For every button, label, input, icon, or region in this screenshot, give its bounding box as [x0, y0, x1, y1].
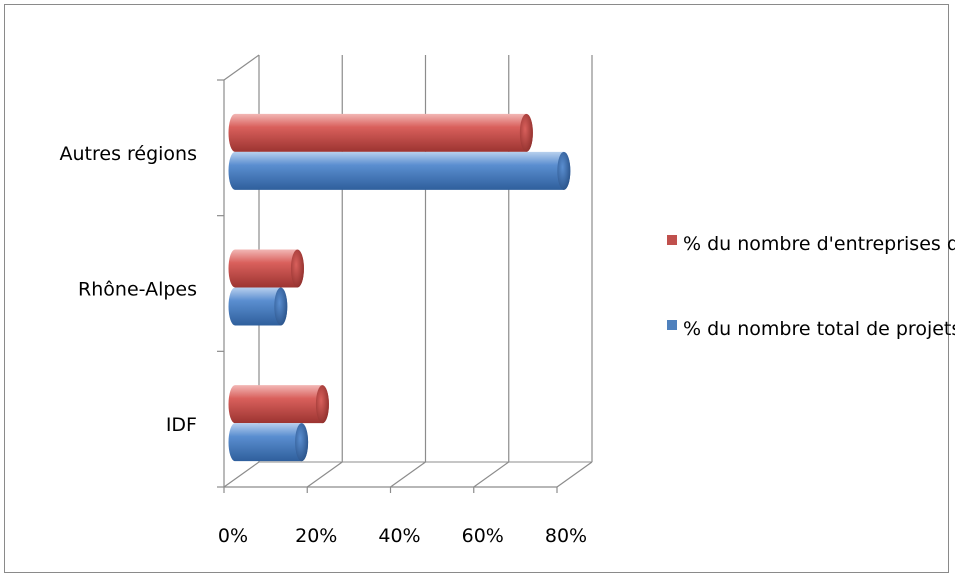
bar-cap — [274, 287, 288, 326]
legend-swatch-blue — [667, 320, 677, 330]
x-tick-label: 80% — [545, 525, 587, 547]
bar-entreprises — [228, 249, 304, 288]
chart-frame — [4, 4, 949, 573]
bar-projets — [228, 287, 288, 326]
legend: % du nombre d'entreprises de la base % d… — [667, 233, 955, 340]
x-tick-label: 0% — [218, 525, 248, 547]
bar-cap — [519, 113, 533, 152]
bar-body — [228, 151, 571, 190]
legend-swatch-red — [667, 235, 677, 245]
bar-body — [228, 423, 309, 462]
bar-cap — [295, 423, 309, 462]
bar-entreprises — [228, 385, 329, 424]
category-label: Rhône-Alpes — [78, 279, 197, 301]
category-label: Autres régions — [60, 143, 198, 165]
legend-label-series-1: % du nombre d'entreprises de la base — [683, 233, 955, 255]
bar-entreprises — [228, 113, 533, 152]
floor-depth-line — [390, 461, 426, 488]
bar-cap — [557, 151, 571, 190]
bar-body — [228, 113, 533, 152]
x-tick-label: 40% — [378, 525, 420, 547]
bar-body — [228, 249, 304, 288]
bar-body — [228, 385, 329, 424]
category-label: IDF — [166, 414, 197, 436]
bar-cap — [315, 385, 329, 424]
bar-projets — [228, 423, 309, 462]
wall-depth-line — [223, 54, 260, 81]
floor-depth-line — [223, 461, 260, 488]
bar-body — [228, 287, 288, 326]
floor-depth-line — [306, 461, 343, 488]
legend-label-series-2: % du nombre total de projets — [683, 318, 955, 340]
bar-cap — [290, 249, 304, 288]
plot-labels: 0% 20% 40% 60% 80% Autres régions Rhône-Alpes I… — [60, 143, 588, 547]
floor-depth-line — [556, 461, 593, 488]
floor-depth-line — [473, 461, 510, 488]
x-tick-label: 20% — [295, 525, 337, 547]
plot-bars — [228, 113, 571, 462]
x-tick-label: 60% — [462, 525, 504, 547]
bar-projets — [228, 151, 571, 190]
